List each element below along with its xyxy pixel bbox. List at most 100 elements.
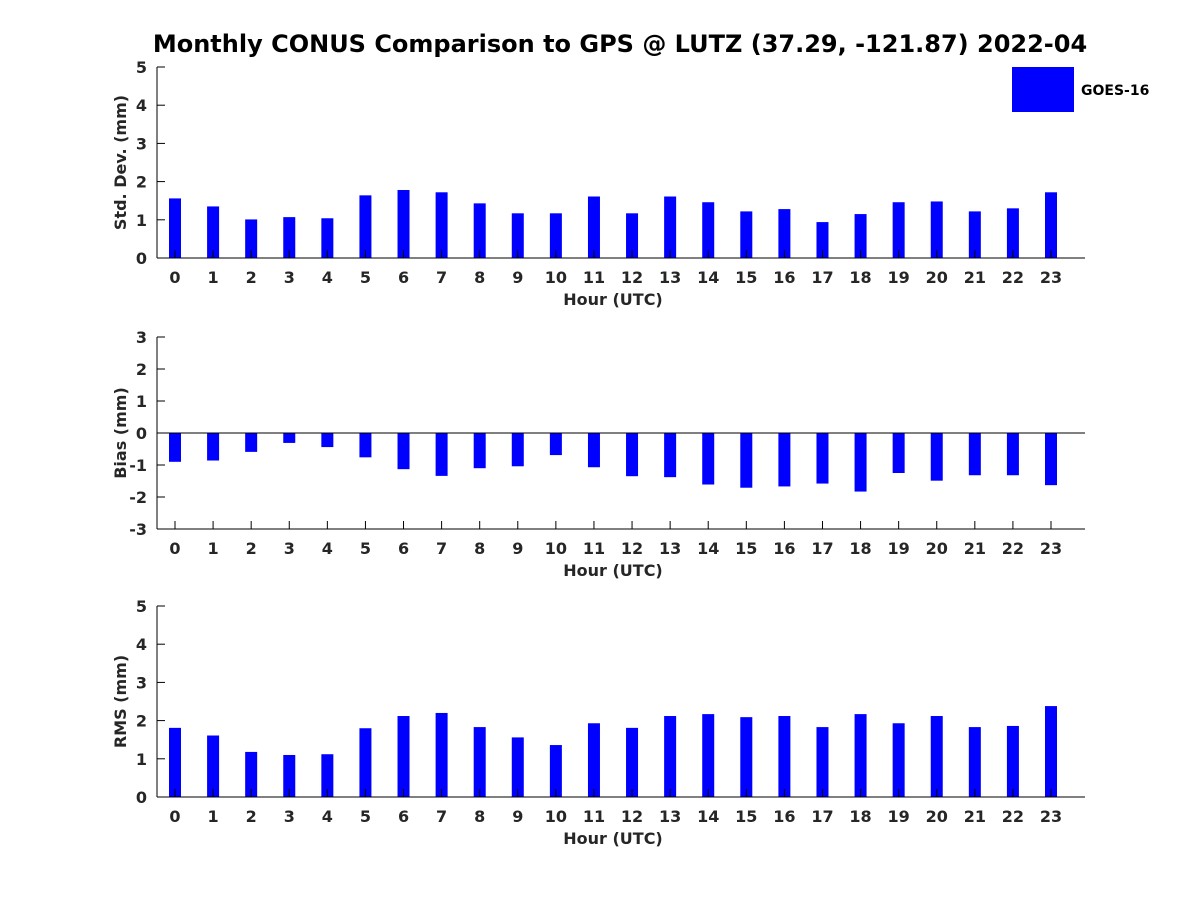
panel-2-x-tick-label: 6	[398, 539, 409, 558]
panel-3-bar-11	[587, 723, 600, 797]
panel-1-x-tick-label: 16	[773, 268, 795, 287]
panel-2-x-tick-label: 15	[735, 539, 757, 558]
legend-label: GOES-16	[1081, 83, 1149, 99]
panel-3-bar-4	[321, 754, 334, 797]
panel-3-x-tick-label: 1	[208, 807, 219, 826]
panel-2-x-tick-label: 16	[773, 539, 795, 558]
panel-2-bar-8	[473, 433, 486, 469]
panel-2-x-tick-label: 4	[322, 539, 333, 558]
panel-1-bar-12	[626, 213, 639, 258]
panel-1-bar-23	[1045, 192, 1057, 258]
panel-1-x-tick-label: 4	[322, 268, 333, 287]
panel-2-x-tick-label: 9	[512, 539, 523, 558]
panel-3-bar-10	[549, 745, 562, 797]
panel-2-bar-14	[702, 433, 715, 485]
panel-1-bar-19	[892, 202, 905, 258]
panel-3-x-tick-label: 4	[322, 807, 333, 826]
panel-1-x-tick-label: 23	[1040, 268, 1062, 287]
panel-3-x-tick-label: 22	[1002, 807, 1024, 826]
panel-3-x-tick-label: 0	[169, 807, 180, 826]
panel-3-y-tick-label: 2	[136, 712, 147, 731]
panel-1-y-tick-label: 3	[136, 134, 147, 153]
panel-2-x-tick-label: 1	[208, 539, 219, 558]
panel-1-x-tick-label: 12	[621, 268, 643, 287]
panel-1-bar-7	[435, 192, 448, 258]
panel-3-bar-2	[245, 751, 258, 797]
panel-2-bar-15	[740, 433, 753, 488]
panel-1-x-tick-label: 20	[926, 268, 948, 287]
panel-2-y-tick-label: -3	[129, 520, 147, 539]
panel-3-y-tick-label: 4	[136, 635, 147, 654]
panel-3-bar-22	[1006, 725, 1019, 797]
panel-2-bar-3	[283, 433, 296, 443]
panel-1-bar-6	[397, 190, 410, 258]
panel-1-bar-3	[283, 217, 296, 258]
panel-1-bar-14	[702, 202, 715, 258]
panel-1-x-tick-label: 19	[888, 268, 910, 287]
panel-3-bar-5	[359, 728, 372, 797]
panel-2-x-axis-label: Hour (UTC)	[563, 561, 663, 580]
panel-1-bar-22	[1006, 208, 1019, 258]
panel-3-x-tick-label: 10	[545, 807, 567, 826]
panel-3-x-tick-label: 6	[398, 807, 409, 826]
panel-2-bar-12	[626, 433, 639, 477]
panel-1-x-tick-label: 8	[474, 268, 485, 287]
panel-2-y-tick-label: 3	[136, 328, 147, 347]
panel-3-bar-7	[435, 712, 448, 797]
panel-3-bar-6	[397, 716, 410, 797]
panel-2-x-tick-label: 23	[1040, 539, 1062, 558]
panel-2-x-tick-label: 14	[697, 539, 719, 558]
panel-1-x-tick-label: 14	[697, 268, 719, 287]
panel-1-x-tick-label: 0	[169, 268, 180, 287]
panel-2-y-tick-label: 2	[136, 360, 147, 379]
panel-3-bar-17	[816, 727, 829, 797]
panel-2-bar-22	[1006, 433, 1019, 476]
panel-2-x-tick-label: 11	[583, 539, 605, 558]
panel-2-x-tick-label: 17	[811, 539, 833, 558]
panel-3-bar-0	[169, 727, 181, 797]
panel-1-x-tick-label: 11	[583, 268, 605, 287]
panel-2-bar-10	[549, 433, 562, 456]
panel-2-bar-2	[245, 433, 258, 452]
panel-3-bar-19	[892, 723, 905, 797]
panel-2-x-tick-label: 8	[474, 539, 485, 558]
panel-3-bar-1	[207, 735, 220, 797]
panel-2-y-tick-label: -2	[129, 488, 147, 507]
panel-2-bar-7	[435, 433, 448, 476]
panel-3-y-axis-label: RMS (mm)	[111, 655, 130, 748]
panel-3-x-tick-label: 15	[735, 807, 757, 826]
panel-3-x-tick-label: 20	[926, 807, 948, 826]
panel-3-bar-13	[664, 716, 677, 797]
panel-3-x-axis-label: Hour (UTC)	[563, 829, 663, 848]
panel-1-x-tick-label: 3	[284, 268, 295, 287]
panel-1-bar-1	[207, 206, 220, 258]
panel-2-bar-21	[968, 433, 981, 476]
panel-3-x-tick-label: 8	[474, 807, 485, 826]
panel-1-y-tick-label: 0	[136, 249, 147, 268]
panel-1-bar-9	[511, 213, 524, 258]
panel-3-bar-21	[968, 727, 981, 797]
panel-3-y-tick-label: 5	[136, 597, 147, 616]
panel-1-y-tick-label: 4	[136, 96, 147, 115]
panel-2-x-tick-label: 2	[246, 539, 257, 558]
panel-2-bar-9	[511, 433, 524, 467]
panel-3-x-tick-label: 23	[1040, 807, 1062, 826]
panel-2-x-tick-label: 7	[436, 539, 447, 558]
panel-2-bar-18	[854, 433, 867, 492]
panel-1-x-tick-label: 1	[208, 268, 219, 287]
panel-3-y-tick-label: 0	[136, 788, 147, 807]
panel-2-x-tick-label: 13	[659, 539, 681, 558]
panel-2-x-tick-label: 20	[926, 539, 948, 558]
panel-1-bar-21	[968, 211, 981, 258]
panel-3-x-tick-label: 13	[659, 807, 681, 826]
panel-3-y-tick-label: 1	[136, 750, 147, 769]
panel-1-bar-16	[778, 209, 791, 258]
panel-3-x-tick-label: 17	[811, 807, 833, 826]
panel-1-x-tick-label: 5	[360, 268, 371, 287]
panel-1-bar-15	[740, 211, 753, 258]
panel-1-bar-20	[930, 201, 943, 258]
panel-1-bar-4	[321, 218, 334, 258]
panel-3-bar-18	[854, 714, 867, 797]
